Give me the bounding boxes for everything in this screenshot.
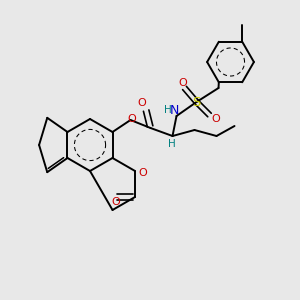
Text: O: O [137,98,146,108]
Text: O: O [178,78,187,88]
Text: O: O [111,197,120,207]
Text: O: O [211,114,220,124]
Text: O: O [127,114,136,124]
Text: N: N [170,103,179,116]
Text: S: S [192,95,201,109]
Text: O: O [138,168,147,178]
Text: H: H [168,139,176,149]
Text: H: H [164,105,171,115]
